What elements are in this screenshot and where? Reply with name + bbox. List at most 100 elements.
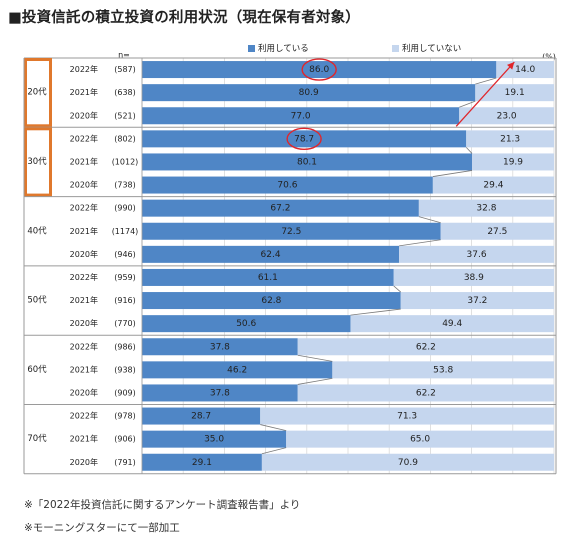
- bar-not-using: [260, 407, 554, 425]
- series-connector: [418, 216, 441, 224]
- trend-arrow: [455, 61, 515, 127]
- bar-using: [142, 176, 433, 194]
- row-n-label: (770): [114, 319, 136, 328]
- row-n-label: (959): [114, 273, 136, 282]
- value-circle: [286, 127, 322, 151]
- row-n-label: (946): [114, 250, 136, 259]
- row-n-label: (1174): [112, 227, 139, 236]
- source-note: ※「2022年投資信託に関するアンケート調査報告書」より: [24, 499, 301, 511]
- row-year-label: 2022年: [70, 203, 98, 213]
- legend-label-not-using: 利用していない: [402, 43, 461, 54]
- bar-using: [142, 199, 419, 217]
- bar-using: [142, 84, 476, 102]
- series-connector: [459, 100, 476, 108]
- bar-using: [142, 130, 467, 148]
- chart-title: ■投資信託の積立投資の利用状況（現在保有者対象）: [8, 10, 360, 26]
- value-label-not-using: 27.5: [487, 227, 507, 237]
- bar-using: [142, 268, 394, 286]
- bar-using: [142, 315, 351, 333]
- row-n-label: (791): [114, 458, 136, 467]
- value-label-using: 80.1: [297, 157, 317, 167]
- value-label-using: 37.8: [210, 388, 230, 398]
- row-n-label: (990): [114, 204, 136, 213]
- series-connector: [297, 377, 333, 385]
- group-label-60代: 60代: [27, 364, 47, 375]
- value-label-not-using: 62.2: [416, 342, 436, 352]
- value-label-using: 62.8: [261, 296, 281, 306]
- bar-not-using: [466, 130, 554, 148]
- row-n-label: (587): [114, 65, 136, 74]
- group-label-30代: 30代: [27, 156, 47, 167]
- group-label-40代: 40代: [27, 225, 47, 236]
- bar-not-using: [459, 107, 554, 125]
- group-label-70代: 70代: [27, 433, 47, 444]
- highlight-box: [24, 58, 52, 128]
- chart-area: n= 利用している 利用していない (%) 20代 2022年 (587) 86.0 14.0 2…: [23, 43, 557, 475]
- value-label-not-using: 53.8: [433, 365, 453, 375]
- bar-not-using: [297, 338, 554, 356]
- value-label-not-using: 65.0: [410, 435, 430, 445]
- legend-swatch-not-using: [392, 45, 399, 52]
- value-label-using: 28.7: [191, 412, 211, 422]
- n-header: n=: [118, 51, 130, 60]
- row-n-label: (521): [114, 111, 136, 120]
- row-n-label: (638): [114, 88, 136, 97]
- value-label-using: 70.6: [277, 181, 297, 191]
- value-label-not-using: 21.3: [500, 134, 520, 144]
- value-label-using: 62.4: [261, 250, 281, 260]
- value-label-using: 78.7: [294, 134, 314, 144]
- series-connector: [475, 77, 497, 85]
- bar-not-using: [350, 315, 554, 333]
- row-year-label: 2021年: [70, 226, 98, 236]
- row-n-label: (1012): [112, 157, 139, 166]
- value-label-using: 46.2: [227, 365, 247, 375]
- bar-not-using: [393, 268, 554, 286]
- bar-not-using: [472, 153, 554, 171]
- bar-using: [142, 407, 261, 425]
- value-label-using: 50.6: [236, 319, 256, 329]
- row-n-label: (986): [114, 342, 136, 351]
- value-label-not-using: 29.4: [483, 181, 503, 191]
- bar-not-using: [475, 84, 554, 102]
- value-label-not-using: 19.1: [505, 88, 525, 98]
- value-label-not-using: 62.2: [416, 388, 436, 398]
- value-label-using: 77.0: [291, 111, 311, 121]
- value-label-using: 67.2: [270, 204, 290, 214]
- row-year-label: 2022年: [70, 272, 98, 282]
- row-year-label: 2021年: [70, 434, 98, 444]
- bar-not-using: [432, 176, 554, 194]
- row-year-label: 2022年: [70, 64, 98, 74]
- row-year-label: 2022年: [70, 411, 98, 421]
- percent-unit-label: (%): [542, 53, 556, 62]
- bar-using: [142, 361, 333, 379]
- bar-not-using: [400, 292, 554, 310]
- value-label-not-using: 49.4: [442, 319, 462, 329]
- row-year-label: 2021年: [70, 364, 98, 374]
- legend-label-using: 利用している: [258, 43, 309, 54]
- value-label-not-using: 32.8: [476, 204, 496, 214]
- row-n-label: (909): [114, 388, 136, 397]
- series-connector: [297, 354, 333, 362]
- bar-using: [142, 338, 298, 356]
- series-connector: [350, 308, 401, 316]
- row-year-label: 2020年: [70, 110, 98, 120]
- bar-using: [142, 430, 287, 448]
- value-label-using: 72.5: [281, 227, 301, 237]
- group-label-50代: 50代: [27, 295, 47, 306]
- bar-not-using: [261, 453, 554, 471]
- edit-note: ※モーニングスターにて一部加工: [24, 522, 180, 534]
- row-year-label: 2020年: [70, 180, 98, 190]
- bar-using: [142, 61, 497, 79]
- value-label-not-using: 23.0: [497, 111, 517, 121]
- row-n-label: (738): [114, 181, 136, 190]
- value-label-using: 80.9: [299, 88, 319, 98]
- row-year-label: 2021年: [70, 156, 98, 166]
- group-label-20代: 20代: [27, 87, 47, 98]
- value-label-not-using: 37.6: [467, 250, 487, 260]
- row-year-label: 2022年: [70, 133, 98, 143]
- series-connector: [465, 147, 473, 154]
- series-connector: [399, 239, 441, 247]
- row-year-label: 2020年: [70, 387, 98, 397]
- value-label-not-using: 14.0: [515, 65, 535, 75]
- bar-using: [142, 245, 400, 263]
